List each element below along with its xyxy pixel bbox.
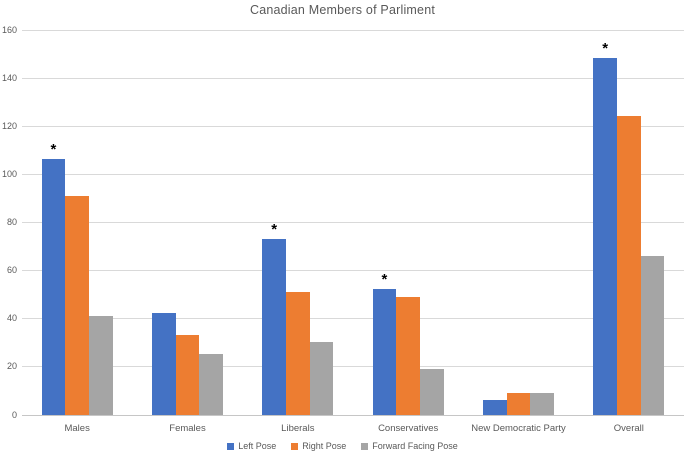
y-tick-label-20: 20 [6, 361, 17, 372]
chart-title: Canadian Members of Parliment [249, 3, 436, 17]
bar-left-pose-liberals [262, 238, 286, 415]
gridline-160 [22, 29, 684, 31]
bar-left-pose-new-democratic-party [482, 400, 507, 415]
gridline-140 [22, 77, 684, 79]
bar-right-pose-liberals [285, 291, 310, 415]
gridline-80 [22, 222, 684, 223]
legend-label: Right Pose [302, 441, 347, 451]
bar-left-pose-conservatives [372, 289, 397, 415]
bar-forward-facing-pose-males [89, 315, 113, 415]
y-tick-label-60: 60 [6, 265, 17, 276]
bar-forward-facing-pose-new-democratic-party [530, 392, 555, 415]
y-tick-label-140: 140 [1, 72, 17, 83]
legend-item-right-pose: Right Pose [291, 441, 346, 451]
legend-label: Left Pose [238, 441, 277, 451]
legend-swatch-icon [361, 442, 369, 450]
bar-right-pose-males [65, 195, 89, 415]
category-label-liberals: Liberals [281, 423, 315, 434]
gridline-20 [22, 366, 684, 368]
significance-asterisk-overall: * [602, 40, 609, 58]
bar-forward-facing-pose-overall [640, 255, 665, 415]
legend-swatch-icon [291, 442, 299, 450]
significance-asterisk-males: * [50, 141, 57, 159]
bar-right-pose-females [175, 335, 200, 415]
y-tick-label-100: 100 [1, 168, 17, 179]
significance-asterisk-conservatives: * [381, 271, 388, 289]
bar-right-pose-new-democratic-party [506, 392, 531, 415]
category-label-females: Females [169, 423, 206, 434]
bar-forward-facing-pose-conservatives [420, 368, 444, 415]
y-tick-label-80: 80 [6, 217, 17, 227]
gridline-60 [22, 270, 684, 272]
legend-swatch-icon [227, 442, 235, 450]
y-tick-label-0: 0 [11, 409, 17, 420]
chart-legend: Left Pose Right Pose Forward Facing Pose [0, 441, 685, 451]
legend-label: Forward Facing Pose [372, 441, 458, 451]
bar-right-pose-overall [616, 116, 641, 415]
y-tick-label-40: 40 [6, 313, 17, 324]
legend-item-left-pose: Left Pose [227, 441, 276, 451]
bar-forward-facing-pose-females [199, 354, 224, 415]
legend-item-forward-facing-pose: Forward Facing Pose [361, 441, 458, 451]
y-tick-label-160: 160 [1, 24, 17, 35]
category-label-overall: Overall [613, 423, 644, 434]
significance-asterisk-liberals: * [271, 220, 278, 238]
bar-right-pose-conservatives [396, 296, 420, 415]
category-label-new-democratic-party: New Democratic Party [471, 423, 566, 434]
category-label-males: Males [64, 423, 90, 434]
x-axis-line [22, 414, 684, 416]
bar-forward-facing-pose-liberals [309, 342, 334, 415]
category-label-conservatives: Conservatives [378, 423, 439, 434]
y-tick-label-120: 120 [1, 120, 17, 131]
bar-left-pose-males [41, 159, 66, 415]
bar-left-pose-overall [593, 58, 617, 415]
gridline-40 [22, 318, 684, 320]
gridline-100 [22, 173, 684, 175]
bar-left-pose-females [151, 313, 176, 415]
gridline-120 [22, 125, 684, 127]
